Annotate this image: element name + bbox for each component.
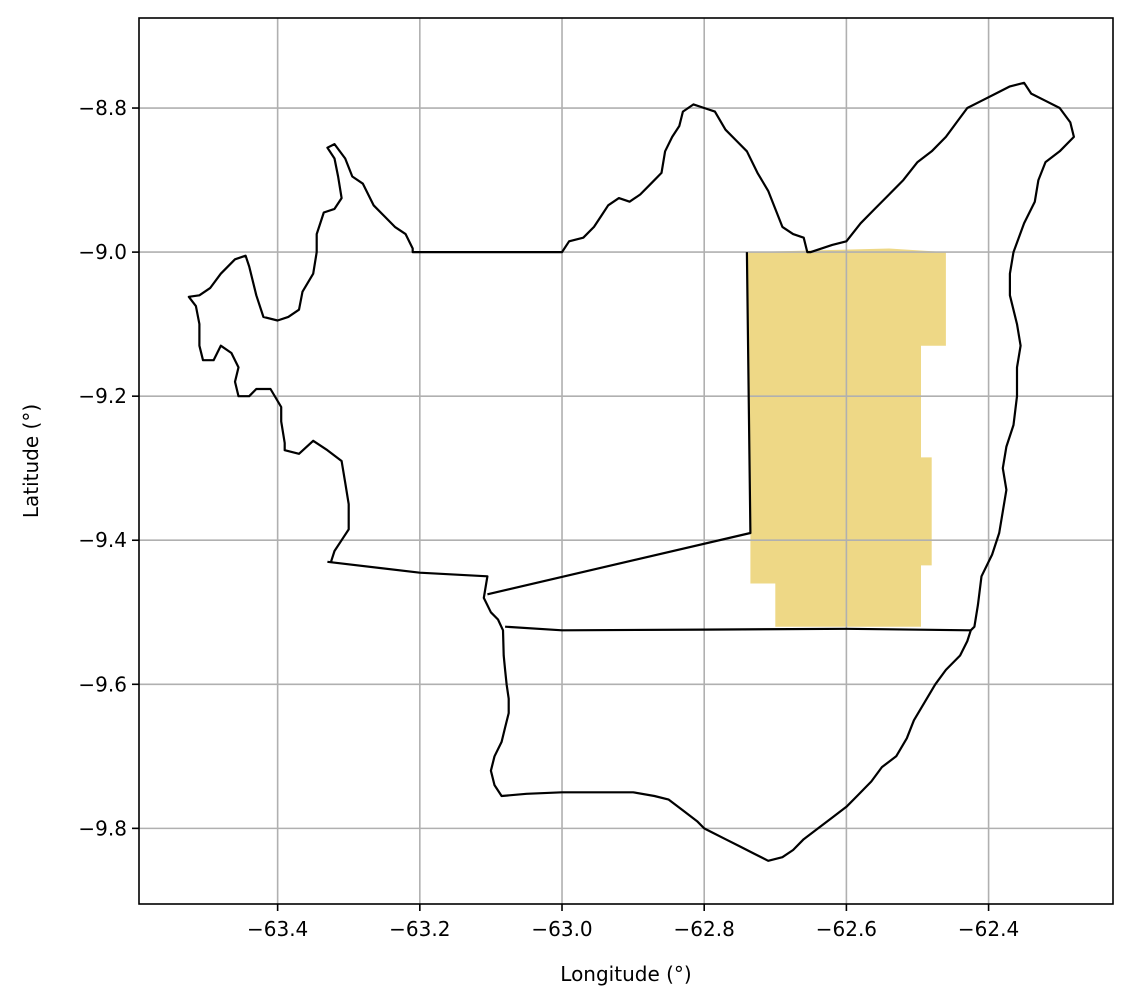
y-axis-ticks: −8.8 −9.0 −9.2 −9.4 −9.6 −9.8: [78, 96, 139, 840]
region-outline: [187, 81, 1076, 862]
x-tick-label: −62.8: [674, 917, 735, 941]
x-tick-label: −62.6: [816, 917, 877, 941]
y-tick-label: −9.2: [78, 384, 127, 408]
y-axis-label: Latitude (°): [19, 404, 43, 518]
x-tick-label: −63.4: [247, 917, 308, 941]
y-tick-label: −9.4: [78, 528, 127, 552]
y-tick-label: −8.8: [78, 96, 127, 120]
plot-area: [139, 18, 1113, 904]
x-tick-label: −63.0: [531, 917, 592, 941]
x-axis-ticks: −63.4 −63.2 −63.0 −62.8 −62.6 −62.4: [247, 904, 1019, 941]
y-tick-label: −9.8: [78, 816, 127, 840]
axes-frame: [138, 17, 1114, 905]
grid-layer: [139, 18, 1113, 904]
internal-boundary: [487, 252, 752, 596]
x-tick-label: −62.4: [958, 917, 1019, 941]
y-tick-label: −9.6: [78, 672, 127, 696]
x-axis-label: Longitude (°): [560, 962, 691, 986]
y-tick-label: −9.0: [78, 240, 127, 264]
boundary-layer: [187, 81, 1076, 862]
internal-boundary: [505, 625, 971, 632]
x-tick-label: −63.2: [389, 917, 450, 941]
